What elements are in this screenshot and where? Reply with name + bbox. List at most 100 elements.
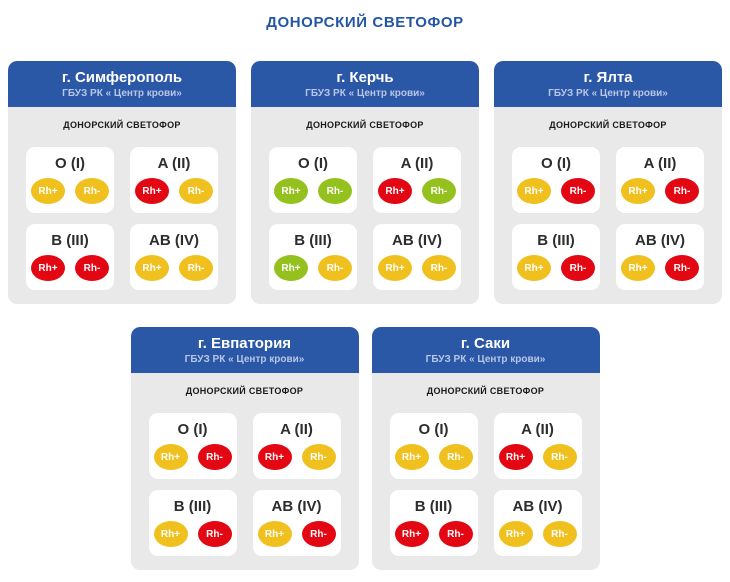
rh-plus-badge: Rh+: [135, 178, 169, 204]
card-section-label: ДОНОРСКИЙ СВЕТОФОР: [426, 386, 545, 396]
city-card-body: ДОНОРСКИЙ СВЕТОФОР O (I) Rh+ Rh- A (II) …: [8, 107, 236, 304]
rh-minus-badge: Rh-: [75, 178, 109, 204]
blood-group-box: O (I) Rh+ Rh-: [512, 147, 600, 213]
blood-group-box: AB (IV) Rh+ Rh-: [616, 224, 704, 290]
blood-group-label: AB (IV): [512, 498, 563, 515]
rh-plus-badge: Rh+: [31, 255, 65, 281]
blood-group-label: A (II): [643, 155, 677, 172]
rh-badges: Rh+ Rh-: [621, 255, 699, 281]
rh-badges: Rh+ Rh-: [135, 178, 213, 204]
rh-minus-badge: Rh-: [301, 444, 336, 470]
rh-badges: Rh+ Rh-: [31, 255, 109, 281]
rh-plus-badge: Rh+: [517, 255, 551, 281]
rh-minus-badge: Rh-: [179, 178, 213, 204]
blood-group-box: AB (IV) Rh+ Rh-: [130, 224, 218, 290]
blood-groups-grid: O (I) Rh+ Rh- A (II) Rh+ Rh- B (III) Rh+…: [494, 147, 722, 290]
blood-group-label: B (III): [51, 232, 89, 249]
rh-plus-badge: Rh+: [274, 255, 308, 281]
blood-group-box: A (II) Rh+ Rh-: [493, 413, 582, 479]
city-name: г. Ялта: [583, 69, 633, 86]
rh-minus-badge: Rh-: [542, 444, 577, 470]
city-card: г. Евпатория ГБУЗ РК « Центр крови» ДОНО…: [130, 327, 359, 570]
rh-plus-badge: Rh+: [621, 178, 655, 204]
rh-badges: Rh+ Rh-: [517, 178, 595, 204]
blood-group-box: B (III) Rh+ Rh-: [26, 224, 114, 290]
blood-group-box: O (I) Rh+ Rh-: [148, 413, 237, 479]
blood-group-label: AB (IV): [271, 498, 322, 515]
rh-badges: Rh+ Rh-: [274, 178, 352, 204]
blood-group-label: O (I): [177, 421, 208, 438]
rh-minus-badge: Rh-: [542, 521, 577, 547]
organization-name: ГБУЗ РК « Центр крови»: [425, 354, 546, 365]
rh-badges: Rh+ Rh-: [517, 255, 595, 281]
blood-group-box: B (III) Rh+ Rh-: [389, 490, 478, 556]
city-card: г. Керчь ГБУЗ РК « Центр крови» ДОНОРСКИ…: [251, 61, 479, 304]
blood-group-box: A (II) Rh+ Rh-: [130, 147, 218, 213]
rh-plus-badge: Rh+: [621, 255, 655, 281]
blood-group-label: B (III): [294, 232, 332, 249]
rh-badges: Rh+ Rh-: [274, 255, 352, 281]
rh-badges: Rh+ Rh-: [153, 521, 232, 547]
rh-badges: Rh+ Rh-: [135, 255, 213, 281]
city-name: г. Симферополь: [61, 69, 183, 86]
blood-groups-grid: O (I) Rh+ Rh- A (II) Rh+ Rh- B (III) Rh+…: [251, 147, 479, 290]
rh-minus-badge: Rh-: [561, 255, 595, 281]
city-card-body: ДОНОРСКИЙ СВЕТОФОР O (I) Rh+ Rh- A (II) …: [372, 373, 600, 570]
rh-plus-badge: Rh+: [378, 178, 412, 204]
rh-minus-badge: Rh-: [438, 444, 473, 470]
cards-row-top: г. Симферополь ГБУЗ РК « Центр крови» ДО…: [0, 61, 730, 304]
blood-group-label: AB (IV): [392, 232, 442, 249]
rh-minus-badge: Rh-: [422, 255, 456, 281]
city-name: г. Керчь: [336, 69, 394, 86]
blood-group-label: B (III): [537, 232, 575, 249]
rh-plus-badge: Rh+: [135, 255, 169, 281]
rh-plus-badge: Rh+: [257, 444, 292, 470]
city-card: г. Саки ГБУЗ РК « Центр крови» ДОНОРСКИЙ…: [371, 327, 600, 570]
rh-plus-badge: Rh+: [394, 444, 429, 470]
blood-group-label: A (II): [521, 421, 554, 438]
city-card: г. Ялта ГБУЗ РК « Центр крови» ДОНОРСКИЙ…: [494, 61, 722, 304]
card-section-label: ДОНОРСКИЙ СВЕТОФОР: [63, 120, 181, 130]
rh-minus-badge: Rh-: [665, 255, 699, 281]
blood-group-box: O (I) Rh+ Rh-: [26, 147, 114, 213]
city-card-body: ДОНОРСКИЙ СВЕТОФОР O (I) Rh+ Rh- A (II) …: [251, 107, 479, 304]
rh-minus-badge: Rh-: [197, 521, 232, 547]
blood-group-box: AB (IV) Rh+ Rh-: [373, 224, 461, 290]
rh-badges: Rh+ Rh-: [31, 178, 109, 204]
city-card-header: г. Саки ГБУЗ РК « Центр крови»: [371, 327, 600, 373]
rh-plus-badge: Rh+: [394, 521, 429, 547]
blood-group-box: O (I) Rh+ Rh-: [389, 413, 478, 479]
blood-group-label: A (II): [157, 155, 191, 172]
organization-name: ГБУЗ РК « Центр крови»: [305, 88, 425, 99]
city-name: г. Евпатория: [197, 335, 292, 352]
rh-badges: Rh+ Rh-: [498, 444, 577, 470]
blood-group-box: AB (IV) Rh+ Rh-: [252, 490, 341, 556]
organization-name: ГБУЗ РК « Центр крови»: [62, 88, 182, 99]
city-card-header: г. Симферополь ГБУЗ РК « Центр крови»: [8, 61, 236, 107]
blood-group-label: A (II): [400, 155, 434, 172]
blood-group-box: O (I) Rh+ Rh-: [269, 147, 357, 213]
rh-plus-badge: Rh+: [498, 444, 533, 470]
city-card-header: г. Ялта ГБУЗ РК « Центр крови»: [494, 61, 722, 107]
organization-name: ГБУЗ РК « Центр крови»: [548, 88, 668, 99]
cards-row-bottom: г. Евпатория ГБУЗ РК « Центр крови» ДОНО…: [0, 327, 730, 570]
blood-group-label: A (II): [280, 421, 313, 438]
rh-plus-badge: Rh+: [153, 444, 188, 470]
rh-minus-badge: Rh-: [301, 521, 336, 547]
rh-plus-badge: Rh+: [517, 178, 551, 204]
rh-plus-badge: Rh+: [274, 178, 308, 204]
blood-group-label: B (III): [173, 498, 212, 515]
blood-groups-grid: O (I) Rh+ Rh- A (II) Rh+ Rh- B (III) Rh+…: [131, 413, 359, 556]
blood-group-label: O (I): [55, 155, 85, 172]
rh-badges: Rh+ Rh-: [498, 521, 577, 547]
blood-groups-grid: O (I) Rh+ Rh- A (II) Rh+ Rh- B (III) Rh+…: [372, 413, 600, 556]
blood-group-box: AB (IV) Rh+ Rh-: [493, 490, 582, 556]
rh-minus-badge: Rh-: [75, 255, 109, 281]
blood-group-box: A (II) Rh+ Rh-: [373, 147, 461, 213]
blood-group-label: B (III): [414, 498, 453, 515]
blood-group-label: AB (IV): [635, 232, 685, 249]
rh-plus-badge: Rh+: [498, 521, 533, 547]
organization-name: ГБУЗ РК « Центр крови»: [184, 354, 305, 365]
page-title: ДОНОРСКИЙ СВЕТОФОР: [266, 14, 464, 31]
city-card: г. Симферополь ГБУЗ РК « Центр крови» ДО…: [8, 61, 236, 304]
